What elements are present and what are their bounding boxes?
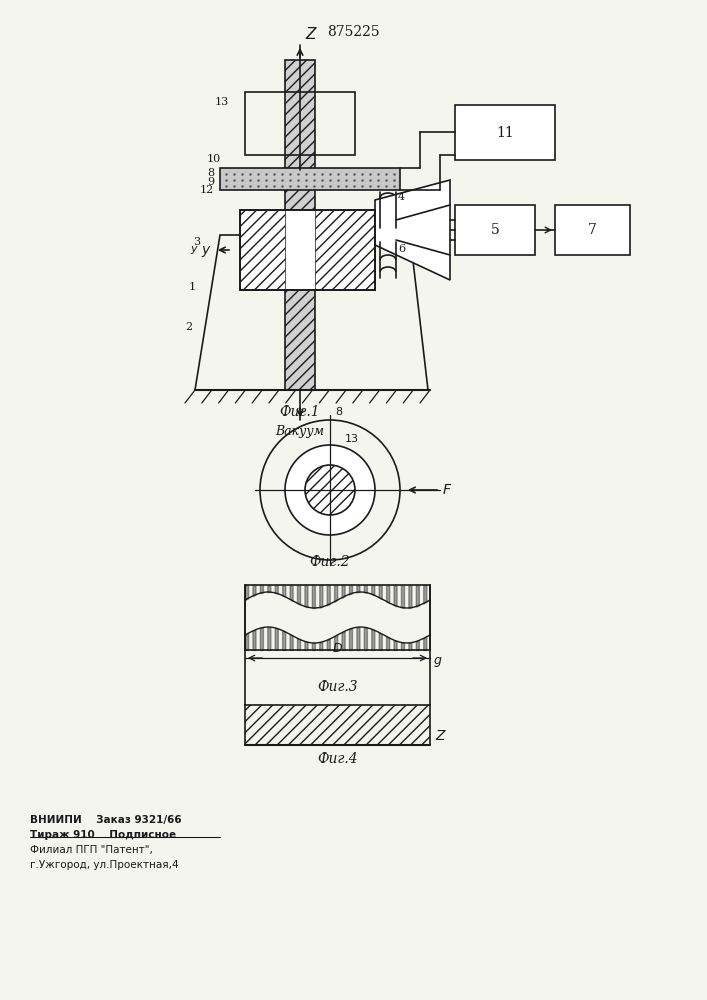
Text: 8: 8	[207, 168, 214, 178]
Bar	[455, 205, 535, 255]
Text: g: g	[434, 654, 442, 667]
Text: 6: 6	[398, 244, 405, 254]
Text: 12: 12	[200, 185, 214, 195]
Polygon shape	[240, 210, 375, 290]
Text: Фиг.1: Фиг.1	[280, 405, 320, 419]
Text: 13: 13	[215, 97, 229, 107]
Text: 7: 7	[588, 223, 597, 237]
Text: 13: 13	[345, 434, 359, 444]
Bar	[245, 705, 430, 745]
Text: F: F	[443, 483, 451, 497]
Text: 8: 8	[335, 407, 342, 417]
Text: ВНИИПИ    Заказ 9321/66: ВНИИПИ Заказ 9321/66	[30, 815, 182, 825]
Polygon shape	[285, 60, 315, 390]
Text: Фиг.4: Фиг.4	[317, 752, 358, 766]
Text: 1: 1	[189, 282, 196, 292]
Text: Вакуум: Вакуум	[276, 425, 325, 438]
Bar	[455, 105, 555, 160]
Text: 10: 10	[207, 154, 221, 164]
Text: 3: 3	[193, 237, 200, 247]
Text: Z: Z	[435, 729, 445, 743]
Bar	[555, 205, 630, 255]
Text: г.Ужгород, ул.Проектная,4: г.Ужгород, ул.Проектная,4	[30, 860, 179, 870]
Text: 4: 4	[398, 192, 405, 202]
Text: Фиг.3: Фиг.3	[317, 680, 358, 694]
Polygon shape	[375, 180, 450, 280]
Circle shape	[305, 465, 355, 515]
Text: 11: 11	[496, 126, 514, 140]
Text: y: y	[201, 243, 210, 257]
Bar	[245, 92, 355, 155]
Text: y: y	[190, 244, 197, 254]
Text: 9: 9	[207, 177, 214, 187]
Text: Тираж 910    Подписное: Тираж 910 Подписное	[30, 830, 176, 840]
Text: 5: 5	[491, 223, 499, 237]
Text: 2: 2	[185, 322, 192, 332]
Text: Z: Z	[305, 27, 315, 42]
Circle shape	[285, 445, 375, 535]
Text: 875225: 875225	[327, 25, 380, 39]
Bar	[220, 168, 400, 190]
Text: D: D	[333, 642, 342, 655]
Text: Филиал ПГП "Патент",: Филиал ПГП "Патент",	[30, 845, 153, 855]
Text: Фиг.2: Фиг.2	[310, 555, 350, 569]
